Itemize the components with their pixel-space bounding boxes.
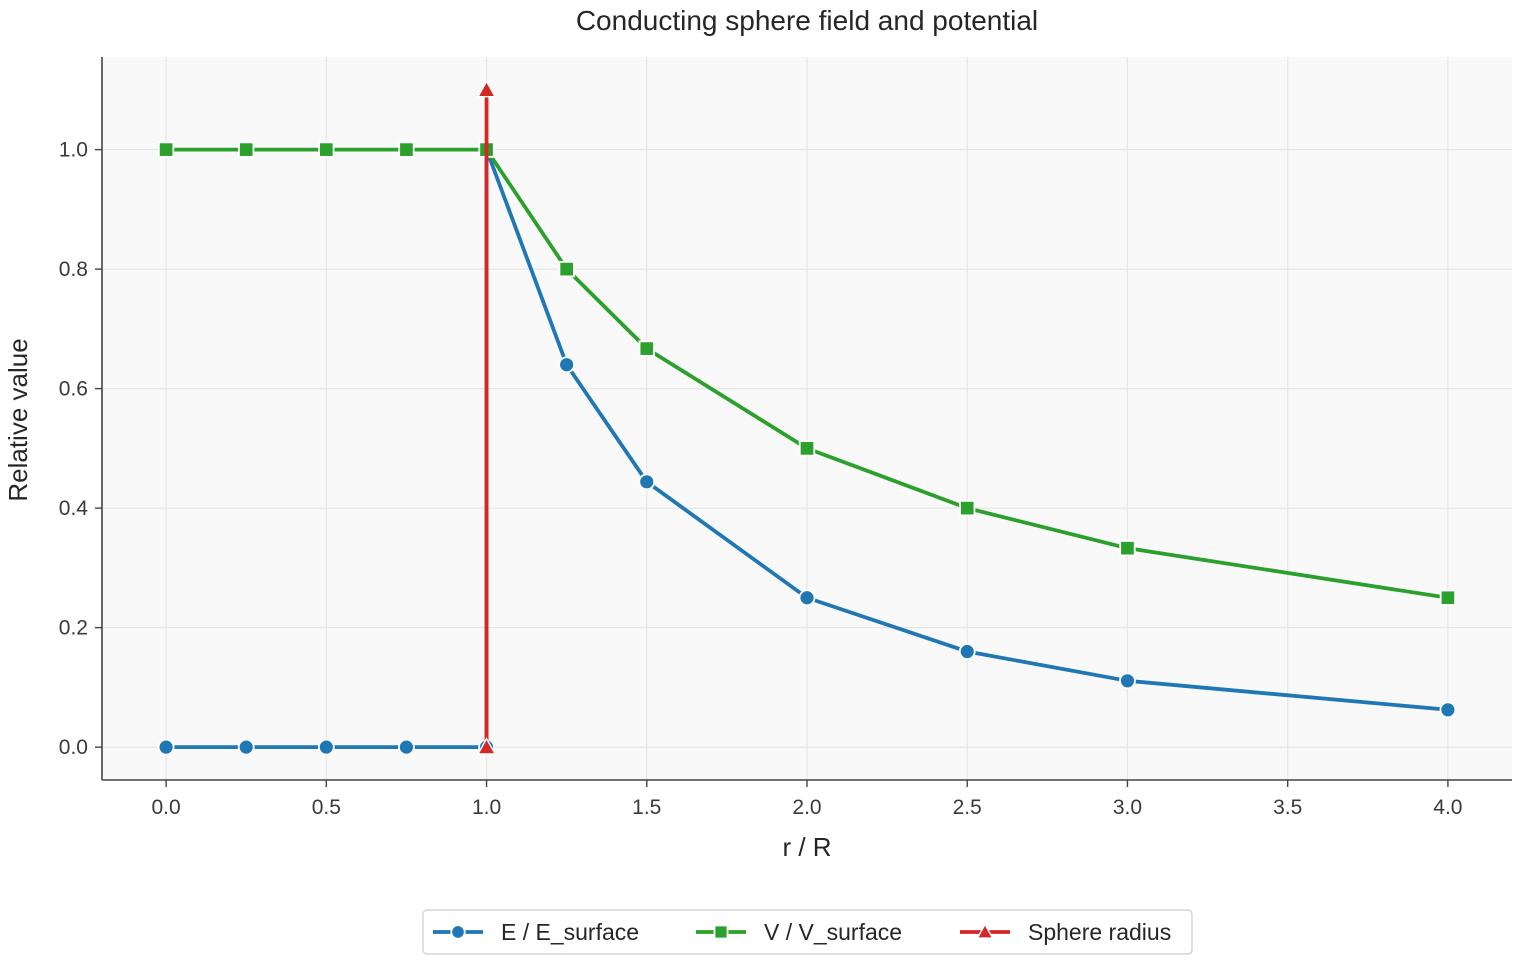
data-point [798,440,816,457]
y-tick-label: 0.6 [59,378,88,401]
data-point [1119,672,1136,690]
data-point [1119,540,1136,557]
x-tick-label: 3.0 [1113,796,1142,819]
data-point [638,473,656,491]
legend-item: Sphere radius [960,919,1171,945]
x-tick-label: 3.5 [1273,796,1302,819]
data-point [317,738,335,756]
data-point [798,589,816,607]
series-1 [157,141,1457,606]
y-tick-label: 1.0 [59,139,88,162]
series-line [166,147,1449,750]
legend: E / E_surface V / V_surface Sphere radius [422,909,1193,955]
data-point [476,79,497,98]
legend-marker [450,924,466,940]
data-point [398,141,415,158]
data-point [237,738,255,756]
x-ticks: 0.0 0.5 1.0 1.5 2.0 2.5 3.0 3.5 4.0 [151,780,1463,819]
data-point [1439,589,1457,606]
y-axis-label: Relative value [3,338,33,501]
chart-title: Conducting sphere field and potential [576,5,1038,36]
x-tick-label: 1.5 [632,796,661,819]
y-tick-label: 0.8 [59,258,88,281]
legend-label: V / V_surface [764,919,902,945]
data-point [476,737,497,755]
y-tick-label: 0.2 [59,617,88,640]
legend-item: V / V_surface [696,919,902,945]
data-point [318,141,335,158]
x-tick-label: 4.0 [1433,796,1462,819]
legend-box [422,909,1193,955]
legend-marker [713,924,729,940]
legend-item: E / E_surface [433,919,639,945]
data-point [958,643,976,660]
data-point [157,141,175,158]
x-tick-label: 2.5 [953,796,982,819]
data-point [157,738,175,756]
data-point [1439,701,1457,719]
y-ticks: 0.0 0.2 0.4 0.6 0.8 1.0 [59,139,102,759]
data-point [238,141,255,158]
y-tick-label: 0.0 [59,736,88,759]
y-tick-label: 0.4 [59,497,89,520]
data-point [959,499,976,517]
x-tick-label: 2.0 [792,796,821,819]
series-sphere-radius [476,79,497,755]
x-tick-label: 0.0 [151,796,180,819]
x-tick-label: 1.0 [472,796,501,819]
legend-marker [976,922,994,939]
data-point [558,260,575,278]
x-axis-label: r / R [782,832,831,862]
legend-label: Sphere radius [1028,919,1171,945]
data-point [638,340,655,357]
data-point [398,738,415,756]
series-layer [157,79,1457,756]
x-tick-label: 0.5 [312,796,341,819]
data-point [558,356,576,374]
legend-label: E / E_surface [501,919,639,945]
